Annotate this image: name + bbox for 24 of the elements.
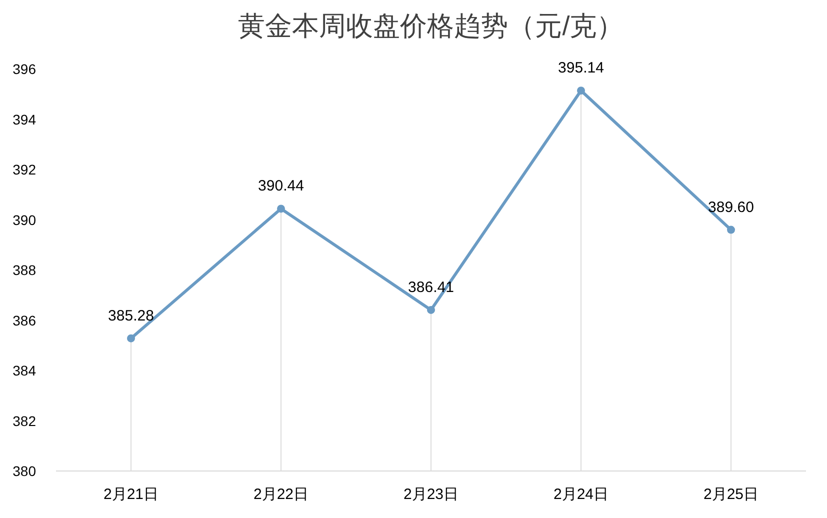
- point: [427, 306, 435, 314]
- point: [577, 86, 585, 95]
- data-label: 385.28: [108, 307, 154, 324]
- point: [727, 226, 735, 234]
- y-tick-label: 394: [12, 111, 36, 128]
- point: [127, 334, 135, 342]
- y-tick-label: 380: [12, 463, 36, 479]
- y-tick-label: 382: [12, 412, 36, 429]
- chart-title: 黄金本周收盘价格趋势（元/克）: [238, 11, 624, 41]
- y-tick-label: 384: [12, 362, 36, 378]
- y-tick-label: 392: [12, 162, 36, 178]
- y-tick-label: 388: [12, 262, 36, 278]
- y-tick-label: 390: [12, 212, 36, 228]
- x-tick-label: 2月21日: [103, 486, 159, 503]
- data-label: 395.14: [558, 60, 604, 77]
- x-tick-label: 2月23日: [403, 486, 459, 503]
- x-tick-label: 2月22日: [253, 486, 309, 503]
- x-tick-label: 2月24日: [553, 486, 609, 503]
- x-tick-label: 2月25日: [703, 486, 759, 503]
- data-label: 389.60: [708, 198, 754, 216]
- y-tick-label: 396: [12, 61, 36, 77]
- y-tick-label: 386: [12, 312, 36, 328]
- point: [277, 204, 285, 213]
- data-label: 390.44: [258, 178, 304, 195]
